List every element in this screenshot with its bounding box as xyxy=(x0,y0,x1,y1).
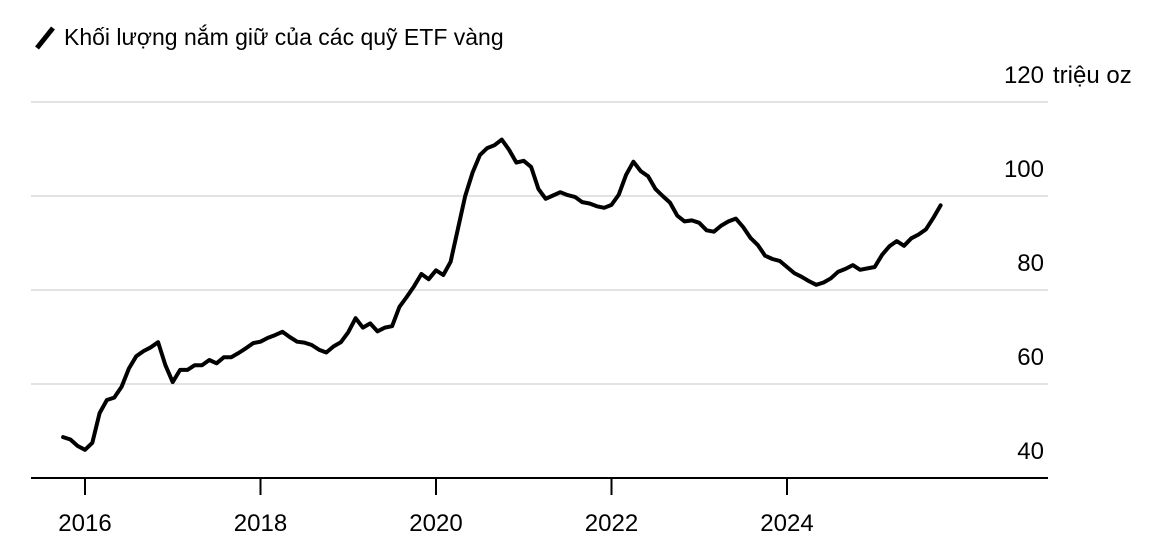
y-tick-label: 120 xyxy=(1004,62,1044,89)
x-tick-label: 2016 xyxy=(58,510,111,537)
line-series-marker-icon xyxy=(35,26,55,50)
gridlines xyxy=(31,101,1048,385)
chart-title: Khối lượng nắm giữ của các quỹ ETF vàng xyxy=(64,24,504,50)
y-tick-label: 80 xyxy=(1017,250,1044,277)
y-tick-label: 60 xyxy=(1017,344,1044,371)
x-tick-label: 2018 xyxy=(234,510,287,537)
chart-legend: Khối lượng nắm giữ của các quỹ ETF vàng xyxy=(34,24,504,52)
x-axis-labels: 2016 2018 2020 2022 2024 xyxy=(58,510,813,537)
x-tick-label: 2020 xyxy=(409,510,462,537)
y-axis-labels: 40 60 80 100 120 triệu oz xyxy=(1004,62,1132,465)
x-axis xyxy=(31,477,1048,495)
y-tick-label: 40 xyxy=(1017,438,1044,465)
x-tick-label: 2024 xyxy=(760,510,813,537)
data-line-series xyxy=(61,137,943,452)
y-axis-unit-label: triệu oz xyxy=(1053,62,1132,89)
gold-etf-holdings-line xyxy=(61,137,943,452)
x-tick-label: 2022 xyxy=(585,510,638,537)
y-tick-label: 100 xyxy=(1004,156,1044,183)
